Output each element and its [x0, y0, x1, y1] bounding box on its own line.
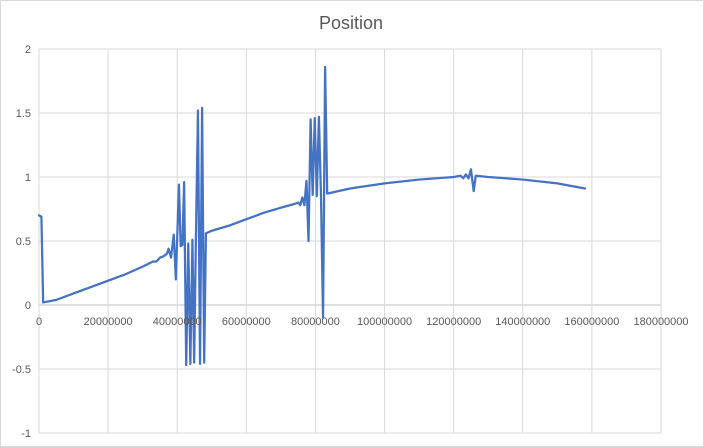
series-line-0 [37, 65, 587, 367]
y-tick-label: 1 [25, 172, 31, 184]
y-tick-label: 1.5 [16, 108, 31, 120]
gridlines [38, 48, 662, 434]
x-tick-label: 120000000 [426, 316, 481, 328]
x-tick-label: 20000000 [84, 316, 133, 328]
y-tick-label: 0 [25, 300, 31, 312]
x-tick-label: 80000000 [291, 316, 340, 328]
tick-labels: -1 -0.5 0 0.5 1 1.5 2 0 20000000 40000000 60000000… [12, 44, 689, 440]
y-tick-label: 0.5 [16, 236, 31, 248]
x-tick-label: 100000000 [357, 316, 412, 328]
x-tick-label: 40000000 [153, 316, 202, 328]
x-tick-label: 60000000 [222, 316, 271, 328]
series-layer [37, 65, 587, 367]
y-tick-label: -1 [21, 428, 31, 440]
x-tick-label: 140000000 [495, 316, 550, 328]
x-tick-label: 180000000 [633, 316, 688, 328]
x-tick-label: 160000000 [564, 316, 619, 328]
y-tick-label: -0.5 [12, 364, 31, 376]
y-tick-label: 2 [25, 44, 31, 56]
chart-title: Position [319, 13, 383, 33]
x-tick-label: 0 [36, 316, 42, 328]
